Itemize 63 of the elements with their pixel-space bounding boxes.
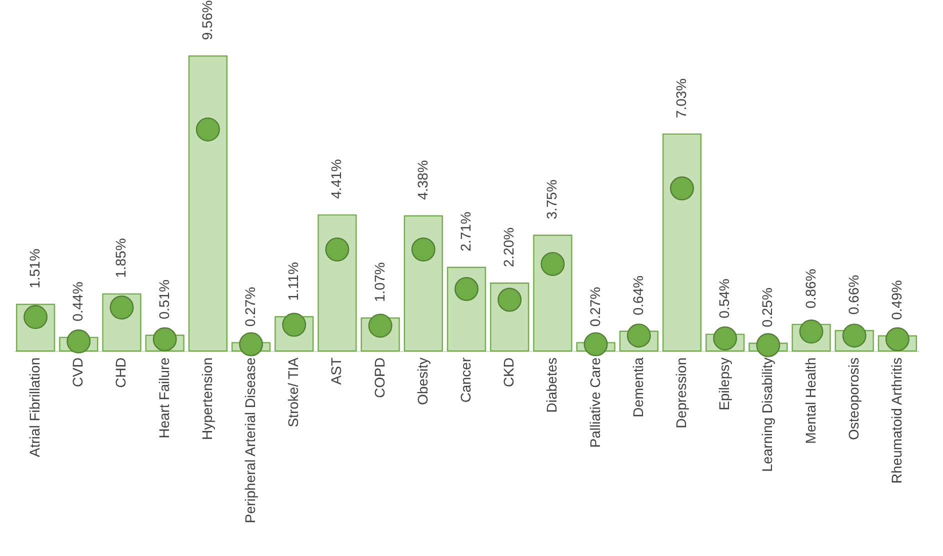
data-label: 1.07% bbox=[371, 262, 388, 302]
data-label: 4.38% bbox=[414, 160, 430, 200]
x-tick-label: Heart Failure bbox=[156, 357, 172, 438]
data-label: 2.71% bbox=[458, 212, 474, 252]
point bbox=[584, 332, 608, 356]
x-tick-label: Depression bbox=[672, 358, 689, 428]
point bbox=[713, 326, 738, 350]
point bbox=[325, 238, 350, 262]
x-tick-label: Epilepsy bbox=[716, 358, 732, 410]
x-tick-label: AST bbox=[328, 357, 344, 385]
x-tick-label: Cancer bbox=[458, 357, 474, 403]
data-label: 1.51% bbox=[26, 248, 43, 288]
data-label: 2.20% bbox=[500, 227, 517, 268]
x-tick-label: Dementia bbox=[630, 357, 646, 418]
x-tick-label: Learning Disability bbox=[759, 358, 776, 472]
point bbox=[411, 238, 436, 262]
x-tick-label: Rheumatoid Arthritis bbox=[888, 358, 904, 484]
point bbox=[152, 327, 177, 352]
point bbox=[670, 176, 694, 200]
data-label: 0.54% bbox=[716, 278, 732, 318]
x-tick-label: Atrial Fibrillation bbox=[26, 358, 43, 458]
data-label: 1.11% bbox=[285, 262, 302, 301]
data-label: 3.75% bbox=[544, 180, 560, 220]
data-label: 0.86% bbox=[802, 268, 818, 308]
data-label: 0.64% bbox=[630, 276, 646, 316]
point bbox=[239, 332, 264, 356]
data-label: 9.56% bbox=[198, 0, 215, 40]
data-label: 0.44% bbox=[70, 282, 86, 322]
x-tick-label: Peripheral Arterial Disease bbox=[242, 357, 258, 524]
bar bbox=[404, 215, 443, 352]
x-tick-label: Stroke/ TIA bbox=[285, 356, 302, 428]
x-tick-label: CVD bbox=[70, 358, 86, 388]
x-tick-label: COPD bbox=[371, 358, 388, 398]
x-tick-label: Osteoporosis bbox=[845, 358, 862, 440]
point bbox=[626, 324, 651, 348]
point bbox=[842, 324, 866, 348]
point bbox=[498, 288, 522, 312]
x-tick-label: CHD bbox=[112, 358, 129, 388]
point bbox=[110, 296, 134, 320]
point bbox=[885, 327, 910, 352]
point bbox=[454, 276, 478, 301]
x-tick-label: Palliative Care bbox=[586, 357, 603, 448]
data-label: 0.51% bbox=[156, 280, 172, 320]
data-label: 4.41% bbox=[328, 159, 344, 199]
bar bbox=[188, 55, 228, 352]
data-label: 0.66% bbox=[845, 274, 862, 315]
data-label: 1.85% bbox=[112, 238, 129, 278]
x-tick-label: CKD bbox=[500, 358, 517, 388]
data-label: 0.25% bbox=[759, 288, 776, 328]
x-tick-label: Hypertension bbox=[198, 358, 215, 440]
data-label: 0.49% bbox=[888, 280, 904, 320]
x-tick-label: Diabetes bbox=[544, 358, 560, 413]
data-label: 0.27% bbox=[586, 286, 603, 327]
point bbox=[540, 252, 565, 276]
point bbox=[756, 333, 780, 358]
x-tick-label: Mental Health bbox=[802, 358, 818, 444]
point bbox=[196, 117, 220, 142]
bar bbox=[318, 214, 357, 352]
point bbox=[66, 329, 91, 354]
bar bbox=[662, 133, 702, 352]
x-tick-label: Obesity bbox=[414, 358, 430, 405]
data-label: 0.27% bbox=[242, 286, 258, 327]
data-label: 7.03% bbox=[672, 78, 689, 118]
